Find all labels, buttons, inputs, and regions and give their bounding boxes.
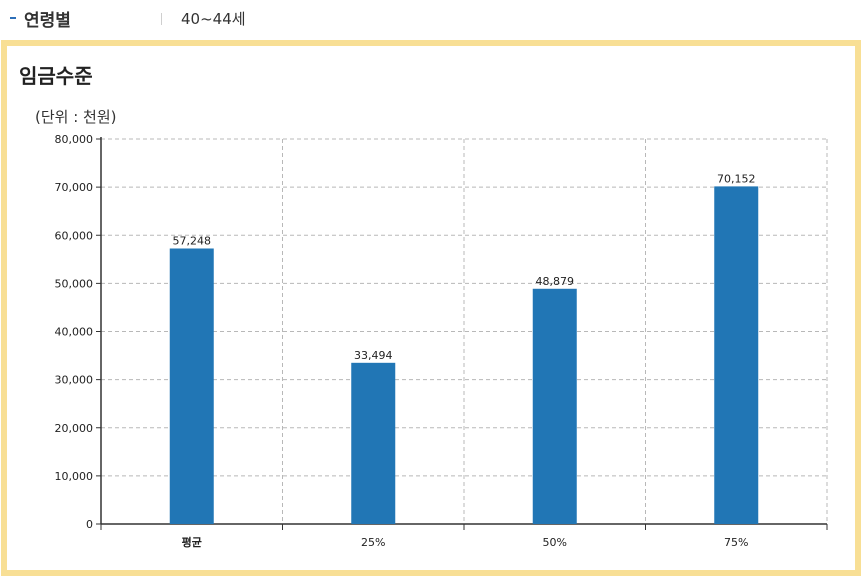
y-tick-label: 70,000 bbox=[55, 181, 94, 194]
bar-value-label: 33,494 bbox=[354, 349, 393, 362]
bar-value-label: 70,152 bbox=[717, 172, 756, 185]
top-filter-row: 연령별 40~44세 bbox=[0, 0, 862, 38]
y-tick-label: 60,000 bbox=[55, 229, 94, 242]
chart-unit-label: (단위 : 천원) bbox=[35, 108, 117, 126]
y-tick-label: 50,000 bbox=[55, 277, 94, 290]
y-tick-label: 0 bbox=[86, 518, 93, 531]
bar bbox=[351, 362, 396, 524]
x-tick-label: 75% bbox=[724, 536, 748, 549]
filter-divider bbox=[161, 13, 162, 25]
bar bbox=[714, 186, 759, 524]
bar bbox=[532, 288, 577, 524]
chart-title: 임금수준 bbox=[19, 64, 93, 88]
bar-value-label: 48,879 bbox=[536, 275, 575, 288]
bullet-dash-icon bbox=[10, 17, 16, 19]
y-tick-label: 10,000 bbox=[55, 470, 94, 483]
y-tick-label: 20,000 bbox=[55, 422, 94, 435]
filter-value: 40~44세 bbox=[181, 10, 246, 28]
x-tick-label: 50% bbox=[543, 536, 567, 549]
bar bbox=[169, 248, 214, 524]
y-tick-label: 30,000 bbox=[55, 374, 94, 387]
y-tick-label: 80,000 bbox=[55, 133, 94, 146]
filter-label: 연령별 bbox=[24, 11, 71, 31]
bar-chart: 0 10,000 20,000 30,000 40,000 50,000 60,000 70,… bbox=[55, 133, 828, 549]
bar-value-label: 57,248 bbox=[173, 234, 212, 247]
wage-chart-panel: 임금수준 (단위 : 천원) 0 10,000 20,000 30,000 40,000… bbox=[1, 40, 861, 576]
x-tick-label: 평균 bbox=[182, 535, 202, 549]
y-tick-label: 40,000 bbox=[55, 326, 94, 339]
x-tick-label: 25% bbox=[361, 536, 385, 549]
